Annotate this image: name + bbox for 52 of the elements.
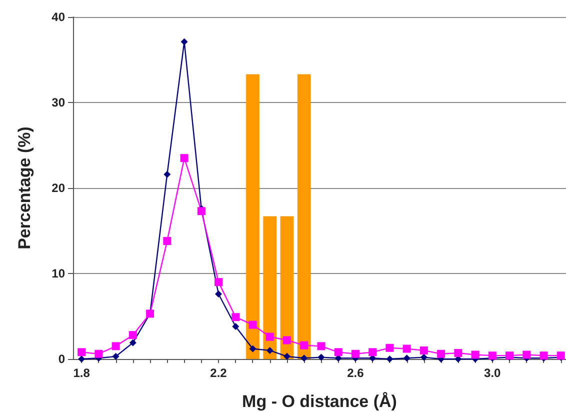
point — [215, 290, 222, 298]
y-tick-label: 40 — [52, 10, 66, 24]
point — [318, 354, 325, 361]
point — [283, 352, 290, 360]
point — [164, 170, 171, 178]
point — [402, 344, 411, 353]
point — [180, 38, 188, 46]
point — [334, 348, 342, 356]
point — [129, 339, 136, 346]
x-axis-title: Mg - O distance (Å) — [242, 392, 397, 411]
x-tick-label: 2.6 — [347, 366, 364, 380]
point — [232, 323, 240, 330]
y-tick-label: 20 — [52, 181, 66, 195]
point — [214, 278, 223, 286]
point — [128, 331, 137, 340]
point — [403, 354, 410, 362]
point — [540, 352, 548, 360]
y-tick-label: 0 — [58, 352, 66, 366]
point — [266, 346, 274, 354]
y-axis-title: Percentage (%) — [15, 126, 34, 250]
point — [112, 342, 120, 350]
point — [368, 348, 377, 356]
point — [420, 354, 428, 361]
x-tick-label: 3.0 — [484, 366, 502, 380]
point — [248, 320, 257, 329]
point — [112, 352, 120, 360]
point — [78, 356, 86, 362]
point — [317, 342, 326, 350]
point — [282, 336, 291, 344]
point — [94, 350, 103, 358]
y-tick-label: 30 — [52, 96, 66, 110]
point — [266, 332, 274, 341]
point — [180, 154, 188, 162]
point — [454, 349, 462, 358]
point — [300, 341, 308, 350]
point — [420, 346, 428, 354]
point — [471, 350, 480, 359]
x-tick-label: 2.2 — [210, 366, 228, 380]
point — [351, 350, 360, 358]
point — [232, 313, 240, 322]
y-tick-label: 10 — [52, 266, 66, 280]
point — [197, 207, 206, 216]
point — [249, 345, 256, 352]
x-tick-label: 1.8 — [73, 366, 90, 380]
point — [386, 344, 394, 352]
point — [78, 348, 86, 356]
point — [488, 352, 496, 360]
point — [163, 237, 172, 246]
point — [300, 354, 308, 362]
point — [386, 356, 394, 362]
point — [522, 350, 531, 359]
point — [437, 350, 446, 358]
